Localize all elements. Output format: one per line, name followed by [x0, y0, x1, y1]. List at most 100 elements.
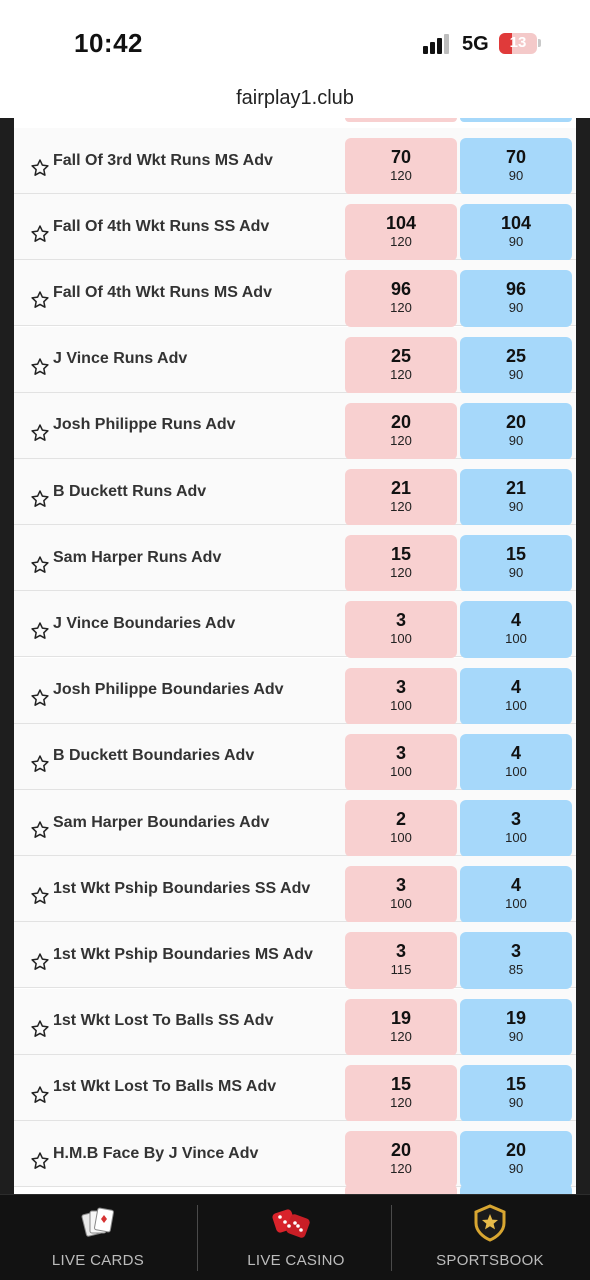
- tab-sportsbook-label: SPORTSBOOK: [436, 1252, 544, 1269]
- next-yes-odds-edge[interactable]: [460, 1184, 572, 1194]
- star-outline-icon[interactable]: [30, 423, 50, 443]
- yes-odds-button[interactable]: 104 90: [460, 204, 572, 262]
- yes-odds-button[interactable]: 21 90: [460, 469, 572, 526]
- no-odds-button[interactable]: 19 120: [345, 998, 457, 1056]
- yes-odds-size: 90: [508, 499, 524, 514]
- no-odds-button[interactable]: 70 120: [345, 138, 457, 195]
- tab-live-cards-label: LIVE CARDS: [51, 1252, 145, 1269]
- no-odds-button[interactable]: 3 100: [345, 866, 457, 924]
- yes-odds-size: 100: [505, 697, 527, 713]
- yes-odds-value: 21: [505, 478, 527, 498]
- status-bar: 10:42 5G 13: [0, 0, 590, 80]
- browser-address-bar[interactable]: fairplay1.club: [0, 80, 590, 118]
- tab-divider: [197, 1205, 198, 1271]
- star-outline-icon[interactable]: [30, 1151, 50, 1171]
- no-odds-size: 120: [390, 432, 412, 448]
- signal-icon: [423, 34, 453, 54]
- previous-no-odds-edge[interactable]: [345, 118, 457, 122]
- market-name: Fall Of 4th Wkt Runs SS Adv: [53, 217, 270, 235]
- no-odds-button[interactable]: 3 100: [345, 601, 457, 659]
- no-odds-button[interactable]: 15 120: [345, 535, 457, 593]
- star-outline-icon[interactable]: [30, 1019, 50, 1039]
- tab-live-cards[interactable]: LIVE CARDS: [0, 1195, 196, 1280]
- no-odds-button[interactable]: 3 100: [345, 733, 457, 791]
- no-odds-button[interactable]: 21 120: [345, 469, 457, 526]
- no-odds-size: 120: [390, 565, 412, 581]
- no-odds-value: 3: [395, 676, 406, 697]
- market-list: Fall Of 3rd Wkt Runs MS Adv 70 120 70 90…: [14, 118, 576, 1194]
- star-outline-icon[interactable]: [30, 820, 50, 840]
- star-outline-icon[interactable]: [30, 688, 50, 708]
- yes-odds-size: 90: [508, 1161, 524, 1176]
- yes-odds-button[interactable]: 3 85: [460, 932, 572, 990]
- star-outline-icon[interactable]: [30, 224, 50, 244]
- star-outline-icon[interactable]: [30, 886, 50, 906]
- star-outline-icon[interactable]: [30, 158, 50, 178]
- no-odds-button[interactable]: 3 100: [345, 667, 457, 725]
- no-odds-size: 120: [390, 499, 412, 514]
- yes-odds-button[interactable]: 15 90: [460, 535, 572, 593]
- yes-odds-button[interactable]: 70 90: [460, 138, 572, 195]
- no-odds-size: 120: [390, 168, 412, 183]
- star-outline-icon[interactable]: [30, 357, 50, 377]
- yes-odds-button[interactable]: 96 90: [460, 270, 572, 328]
- yes-odds-size: 90: [508, 234, 524, 250]
- yes-odds-button[interactable]: 4 100: [460, 733, 572, 791]
- star-outline-icon[interactable]: [30, 621, 50, 641]
- yes-odds-button[interactable]: 4 100: [460, 866, 572, 924]
- next-no-odds-edge[interactable]: [345, 1184, 457, 1194]
- market-name: 1st Wkt Pship Boundaries SS Adv: [53, 879, 311, 897]
- no-odds-button[interactable]: 20 120: [345, 1131, 457, 1188]
- star-outline-icon[interactable]: [30, 489, 50, 509]
- market-row: 1st Wkt Pship Boundaries MS Adv 3 115 3 …: [14, 922, 576, 990]
- star-outline-icon[interactable]: [30, 952, 50, 972]
- yes-odds-size: 85: [508, 962, 524, 978]
- no-odds-value: 3: [395, 610, 406, 631]
- market-name: Fall Of 4th Wkt Runs MS Adv: [53, 283, 272, 301]
- no-odds-value: 3: [395, 941, 406, 962]
- no-odds-button[interactable]: 2 100: [345, 800, 457, 857]
- no-odds-button[interactable]: 104 120: [345, 204, 457, 262]
- previous-yes-odds-edge[interactable]: [460, 118, 572, 122]
- yes-odds-size: 90: [508, 366, 524, 382]
- no-odds-value: 3: [395, 875, 406, 896]
- no-odds-button[interactable]: 15 120: [345, 1064, 457, 1122]
- star-outline-icon[interactable]: [30, 754, 50, 774]
- yes-odds-button[interactable]: 3 100: [460, 800, 572, 857]
- no-odds-value: 20: [390, 1140, 412, 1160]
- yes-odds-button[interactable]: 20 90: [460, 402, 572, 460]
- no-odds-value: 104: [385, 213, 417, 234]
- yes-odds-button[interactable]: 15 90: [460, 1064, 572, 1122]
- no-odds-size: 120: [390, 1161, 412, 1176]
- market-row: H.M.B Face By J Vince Adv 20 120 20 90: [14, 1121, 576, 1188]
- no-odds-value: 20: [390, 411, 412, 432]
- yes-odds-button[interactable]: 20 90: [460, 1131, 572, 1188]
- yes-odds-button[interactable]: 4 100: [460, 667, 572, 725]
- star-outline-icon[interactable]: [30, 1085, 50, 1105]
- star-outline-icon[interactable]: [30, 555, 50, 575]
- no-odds-size: 100: [390, 896, 412, 912]
- no-odds-button[interactable]: 96 120: [345, 270, 457, 328]
- yes-odds-button[interactable]: 4 100: [460, 601, 572, 659]
- yes-odds-size: 100: [505, 830, 527, 845]
- star-outline-icon[interactable]: [30, 290, 50, 310]
- no-odds-button[interactable]: 3 115: [345, 932, 457, 990]
- no-odds-value: 25: [390, 345, 412, 366]
- no-odds-value: 19: [390, 1007, 412, 1028]
- network-type: 5G: [462, 33, 489, 55]
- yes-odds-size: 100: [505, 896, 527, 912]
- tab-live-casino[interactable]: LIVE CASINO: [198, 1195, 394, 1280]
- yes-odds-value: 25: [505, 345, 527, 366]
- market-name: 1st Wkt Lost To Balls MS Adv: [53, 1078, 277, 1096]
- no-odds-button[interactable]: 25 120: [345, 336, 457, 394]
- market-name: 1st Wkt Lost To Balls SS Adv: [53, 1012, 274, 1030]
- market-name: J Vince Boundaries Adv: [53, 614, 236, 632]
- yes-odds-button[interactable]: 19 90: [460, 998, 572, 1056]
- yes-odds-button[interactable]: 25 90: [460, 336, 572, 394]
- market-row: Josh Philippe Boundaries Adv 3 100 4 100: [14, 657, 576, 725]
- yes-odds-value: 20: [505, 411, 527, 432]
- url-text[interactable]: fairplay1.club: [236, 87, 354, 109]
- tab-sportsbook[interactable]: SPORTSBOOK: [392, 1195, 588, 1280]
- no-odds-value: 15: [390, 1073, 412, 1094]
- no-odds-button[interactable]: 20 120: [345, 402, 457, 460]
